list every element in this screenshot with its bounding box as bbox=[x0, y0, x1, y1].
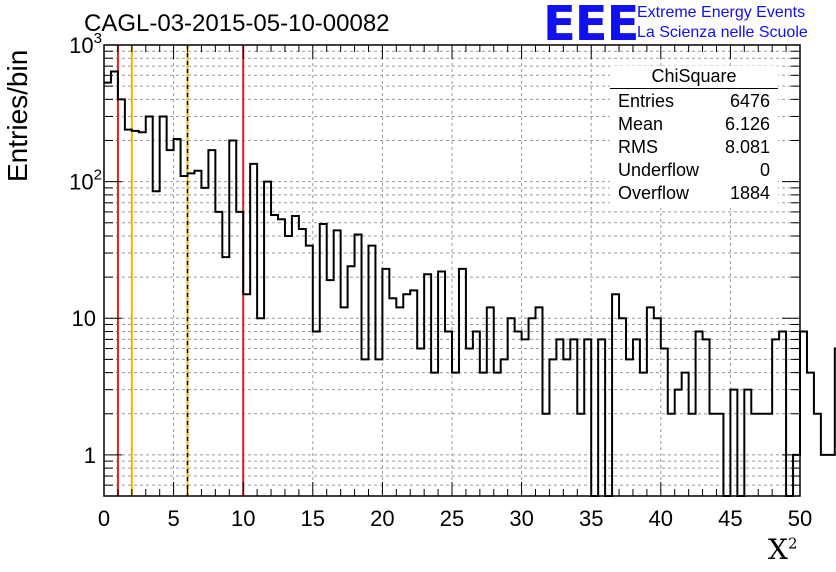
y-tick-label-sup: 2 bbox=[94, 167, 102, 184]
x-tick-label: 45 bbox=[718, 506, 742, 531]
stats-row-rms: RMS 8.081 bbox=[610, 136, 778, 159]
stats-label: Entries bbox=[618, 91, 675, 111]
stats-label: Overflow bbox=[618, 183, 690, 203]
stats-label: Underflow bbox=[618, 160, 700, 180]
y-tick-label: 10 bbox=[72, 306, 96, 331]
x-axis-label: X2 bbox=[768, 533, 797, 566]
stats-row-entries: Entries 6476 bbox=[610, 90, 778, 113]
y-tick-label: 102 bbox=[69, 167, 102, 195]
x-axis-label-sup: 2 bbox=[787, 534, 798, 553]
stats-value: 6476 bbox=[729, 91, 770, 111]
stats-row-underflow: Underflow 0 bbox=[610, 159, 778, 182]
x-tick-label: 0 bbox=[98, 506, 110, 531]
stats-box-background bbox=[610, 66, 778, 208]
x-tick-label: 50 bbox=[788, 506, 812, 531]
stats-value: 0 bbox=[759, 160, 770, 180]
logo-line-2: La Scienza nelle Scuole bbox=[637, 24, 808, 41]
x-tick-label: 10 bbox=[231, 506, 255, 531]
y-axis-label: Entries/bin bbox=[2, 49, 33, 182]
stats-label: RMS bbox=[618, 137, 658, 157]
stats-value: 1884 bbox=[729, 183, 770, 203]
stats-box: ChiSquare Entries 6476 Mean 6.126 RMS 8.081… bbox=[610, 66, 778, 205]
stats-value: 6.126 bbox=[724, 114, 770, 134]
stats-row-mean: Mean 6.126 bbox=[610, 113, 778, 136]
x-tick-label: 30 bbox=[509, 506, 533, 531]
x-axis-label-base: X bbox=[768, 533, 788, 566]
x-tick-label: 35 bbox=[579, 506, 603, 531]
histogram-series bbox=[104, 70, 836, 497]
x-tick-label: 40 bbox=[649, 506, 673, 531]
y-tick-label: 1 bbox=[84, 443, 96, 468]
x-tick-label: 5 bbox=[167, 506, 179, 531]
x-tick-label: 25 bbox=[440, 506, 464, 531]
stats-row-overflow: Overflow 1884 bbox=[610, 182, 778, 205]
stats-value: 8.081 bbox=[724, 137, 770, 157]
x-tick-label: 20 bbox=[370, 506, 394, 531]
logo-line-1: Extreme Energy Events bbox=[637, 4, 806, 21]
stats-title: ChiSquare bbox=[610, 66, 778, 89]
eee-logo-mark: EEE bbox=[543, 0, 639, 52]
y-tick-label-sup: 3 bbox=[94, 30, 102, 47]
x-tick-label: 15 bbox=[301, 506, 325, 531]
stats-label: Mean bbox=[618, 114, 664, 134]
chart-title: CAGL-03-2015-05-10-00082 bbox=[84, 10, 390, 37]
